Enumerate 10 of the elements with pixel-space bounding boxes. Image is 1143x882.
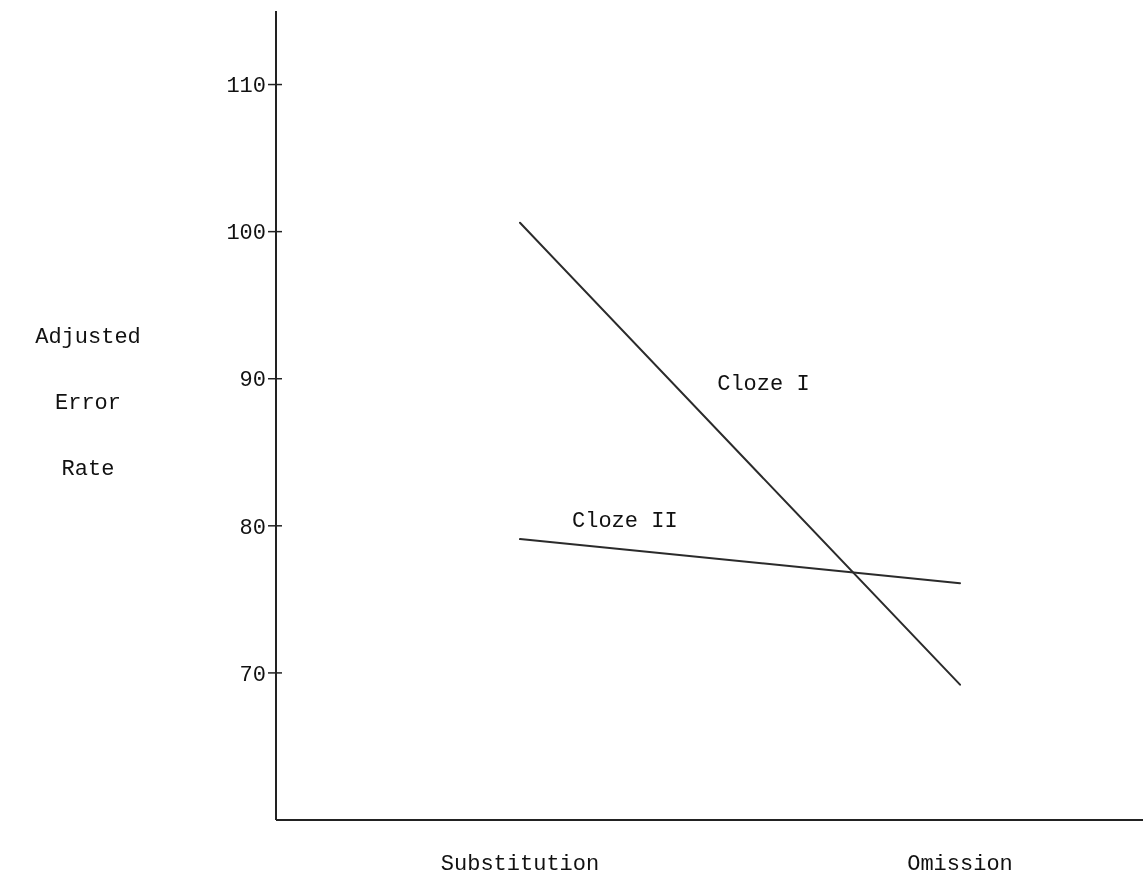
series-label: Cloze II (572, 509, 678, 535)
y-tick-label: 100 (226, 221, 266, 247)
series-label: Cloze I (717, 372, 810, 398)
y-tick-label: 70 (239, 662, 266, 688)
y-tick-label: 80 (239, 515, 266, 541)
y-tick-label: 110 (226, 74, 266, 100)
x-tick-label: Omission (907, 852, 1013, 877)
text: Adjusted Error Rate (35, 325, 141, 482)
x-tick-label: Substitution (440, 852, 600, 877)
y-tick-label: 90 (239, 368, 266, 394)
